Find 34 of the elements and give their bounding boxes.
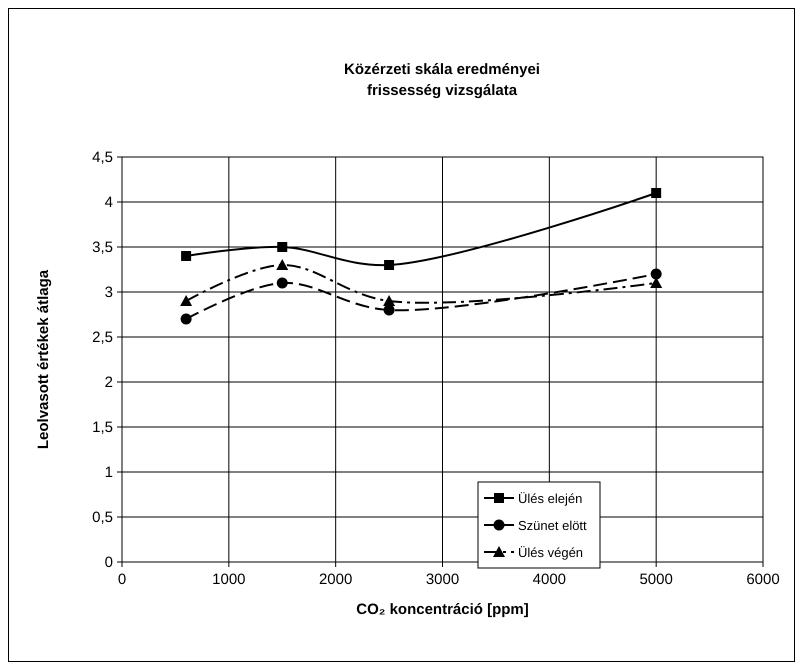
legend-label: Szünet elött: [518, 518, 588, 533]
point: [277, 242, 288, 252]
point: [651, 188, 662, 198]
y-tick-label: 0: [104, 554, 113, 571]
y-tick-label: 1,5: [92, 419, 113, 436]
x-tick-label: 6000: [746, 571, 780, 588]
y-tick-label: 3: [104, 284, 113, 301]
point: [383, 295, 396, 306]
y-tick-label: 3,5: [92, 239, 113, 256]
point: [181, 251, 192, 261]
y-tick-label: 2,5: [92, 329, 113, 346]
x-tick-label: 1000: [212, 571, 246, 588]
x-tick-label: 5000: [639, 571, 673, 588]
point: [180, 295, 192, 306]
y-axis-title: Leolvasott értékek átlaga: [35, 269, 52, 450]
y-tick-label: 4: [104, 194, 113, 211]
point: [650, 268, 662, 280]
x-tick-label: 4000: [532, 571, 566, 588]
x-axis-title: CO₂ koncentráció [ppm]: [356, 601, 529, 618]
point: [180, 314, 192, 324]
point: [276, 278, 288, 288]
legend-label: Ülés végén: [518, 545, 584, 560]
x-tick-label: 0: [118, 571, 126, 588]
y-tick-label: 4,5: [92, 149, 113, 166]
y-tick-label: 1: [104, 464, 113, 481]
legend-label: Ülés elején: [518, 491, 582, 506]
point: [384, 304, 395, 316]
y-tick-label: 2: [104, 374, 113, 391]
point: [276, 259, 288, 270]
y-tick-label: 0,5: [92, 509, 113, 526]
x-tick-label: 2000: [318, 571, 352, 588]
chart-title: Közérzeti skála eredményei frissesség vizsgálata: [344, 61, 540, 99]
x-tick-label: 3000: [426, 571, 460, 588]
point: [384, 260, 394, 270]
